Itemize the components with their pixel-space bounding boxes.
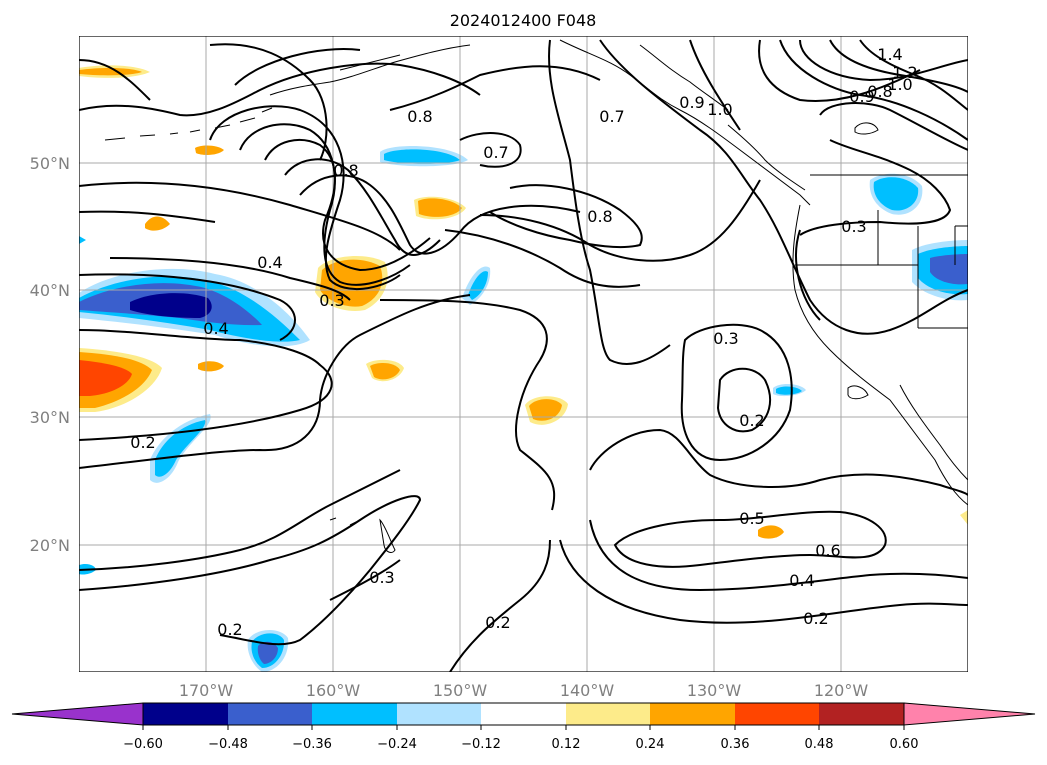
longitude-label: 150°W — [433, 681, 488, 700]
colorbar-segment — [143, 703, 228, 725]
contour-label: 0.7 — [483, 143, 508, 162]
contour-label: 0.8 — [867, 82, 892, 101]
colorbar-ticks — [142, 725, 905, 730]
colorbar-tick-label: 0.36 — [721, 737, 750, 752]
colorbar-tick-label: −0.12 — [461, 737, 501, 752]
colorbar-extend-high — [903, 702, 1036, 726]
latitude-label: 40°N — [30, 281, 70, 300]
colorbar-tick-label: −0.48 — [208, 737, 248, 752]
contour-layer — [79, 39, 968, 672]
contour-label: 0.2 — [739, 411, 764, 430]
contour-label: 1.0 — [707, 100, 732, 119]
contour-label: 0.4 — [257, 253, 282, 272]
colorbar-tick-label: 0.12 — [552, 737, 581, 752]
contour-label: 0.2 — [803, 609, 828, 628]
latitude-label: 50°N — [30, 154, 70, 173]
colorbar-tick-label: −0.24 — [377, 737, 417, 752]
coastline-layer — [104, 39, 968, 553]
colorbar-segment — [481, 703, 566, 725]
longitude-label: 170°W — [179, 681, 234, 700]
contour-label: 0.8 — [407, 107, 432, 126]
contour-label: 0.2 — [130, 433, 155, 452]
contour-label: 0.9 — [679, 93, 704, 112]
contour-label: 1.0 — [887, 75, 912, 94]
map-panel: 1.4 1.2 1.0 0.8 0.9 0.8 0.7 0.9 1.0 0.7 … — [79, 36, 968, 672]
contour-label: 1.2 — [892, 63, 917, 82]
longitude-label: 130°W — [687, 681, 742, 700]
colorbar-segment — [650, 703, 735, 725]
contour-label: 1.4 — [877, 45, 902, 64]
colorbar-segment — [397, 703, 481, 725]
colorbar-tick-label: 0.24 — [636, 737, 665, 752]
latitude-labels: 50°N 40°N 30°N 20°N — [30, 154, 70, 555]
latitude-label: 30°N — [30, 408, 70, 427]
colorbar-segment — [819, 703, 904, 725]
colorbar-segment — [566, 703, 650, 725]
colorbar: −0.60 −0.48 −0.36 −0.24 −0.12 0.12 0.24 … — [11, 702, 1036, 752]
contour-label: 0.3 — [841, 217, 866, 236]
contour-label: 0.7 — [599, 107, 624, 126]
contour-label: 0.2 — [485, 613, 510, 632]
contour-label: 0.8 — [587, 207, 612, 226]
longitude-label: 160°W — [306, 681, 361, 700]
map-title: 2024012400 F048 — [450, 11, 597, 30]
longitude-label: 120°W — [814, 681, 869, 700]
contour-label: 0.4 — [789, 571, 814, 590]
colorbar-segment — [312, 703, 397, 725]
colorbar-tick-label: 0.60 — [890, 737, 919, 752]
colorbar-tick-label: 0.48 — [805, 737, 834, 752]
contour-label: 0.3 — [369, 568, 394, 587]
longitude-labels: 170°W 160°W 150°W 140°W 130°W 120°W — [179, 681, 869, 700]
contour-label: 0.9 — [849, 87, 874, 106]
colorbar-segment — [735, 703, 819, 725]
contour-labels: 1.4 1.2 1.0 0.8 0.9 0.8 0.7 0.9 1.0 0.7 … — [130, 45, 917, 639]
contour-label: 0.4 — [203, 319, 228, 338]
colorbar-tick-labels: −0.60 −0.48 −0.36 −0.24 −0.12 0.12 0.24 … — [123, 737, 918, 752]
colorbar-tick-label: −0.36 — [292, 737, 332, 752]
contour-label: 0.8 — [333, 161, 358, 180]
contour-label: 0.6 — [815, 541, 840, 560]
longitude-label: 140°W — [560, 681, 615, 700]
contour-label: 0.3 — [713, 329, 738, 348]
contour-label: 0.2 — [217, 620, 242, 639]
latitude-label: 20°N — [30, 536, 70, 555]
contour-label: 0.3 — [319, 291, 344, 310]
colorbar-extend-low — [11, 702, 144, 726]
colorbar-segment — [228, 703, 312, 725]
contour-label: 0.5 — [739, 509, 764, 528]
colorbar-tick-label: −0.60 — [123, 737, 163, 752]
